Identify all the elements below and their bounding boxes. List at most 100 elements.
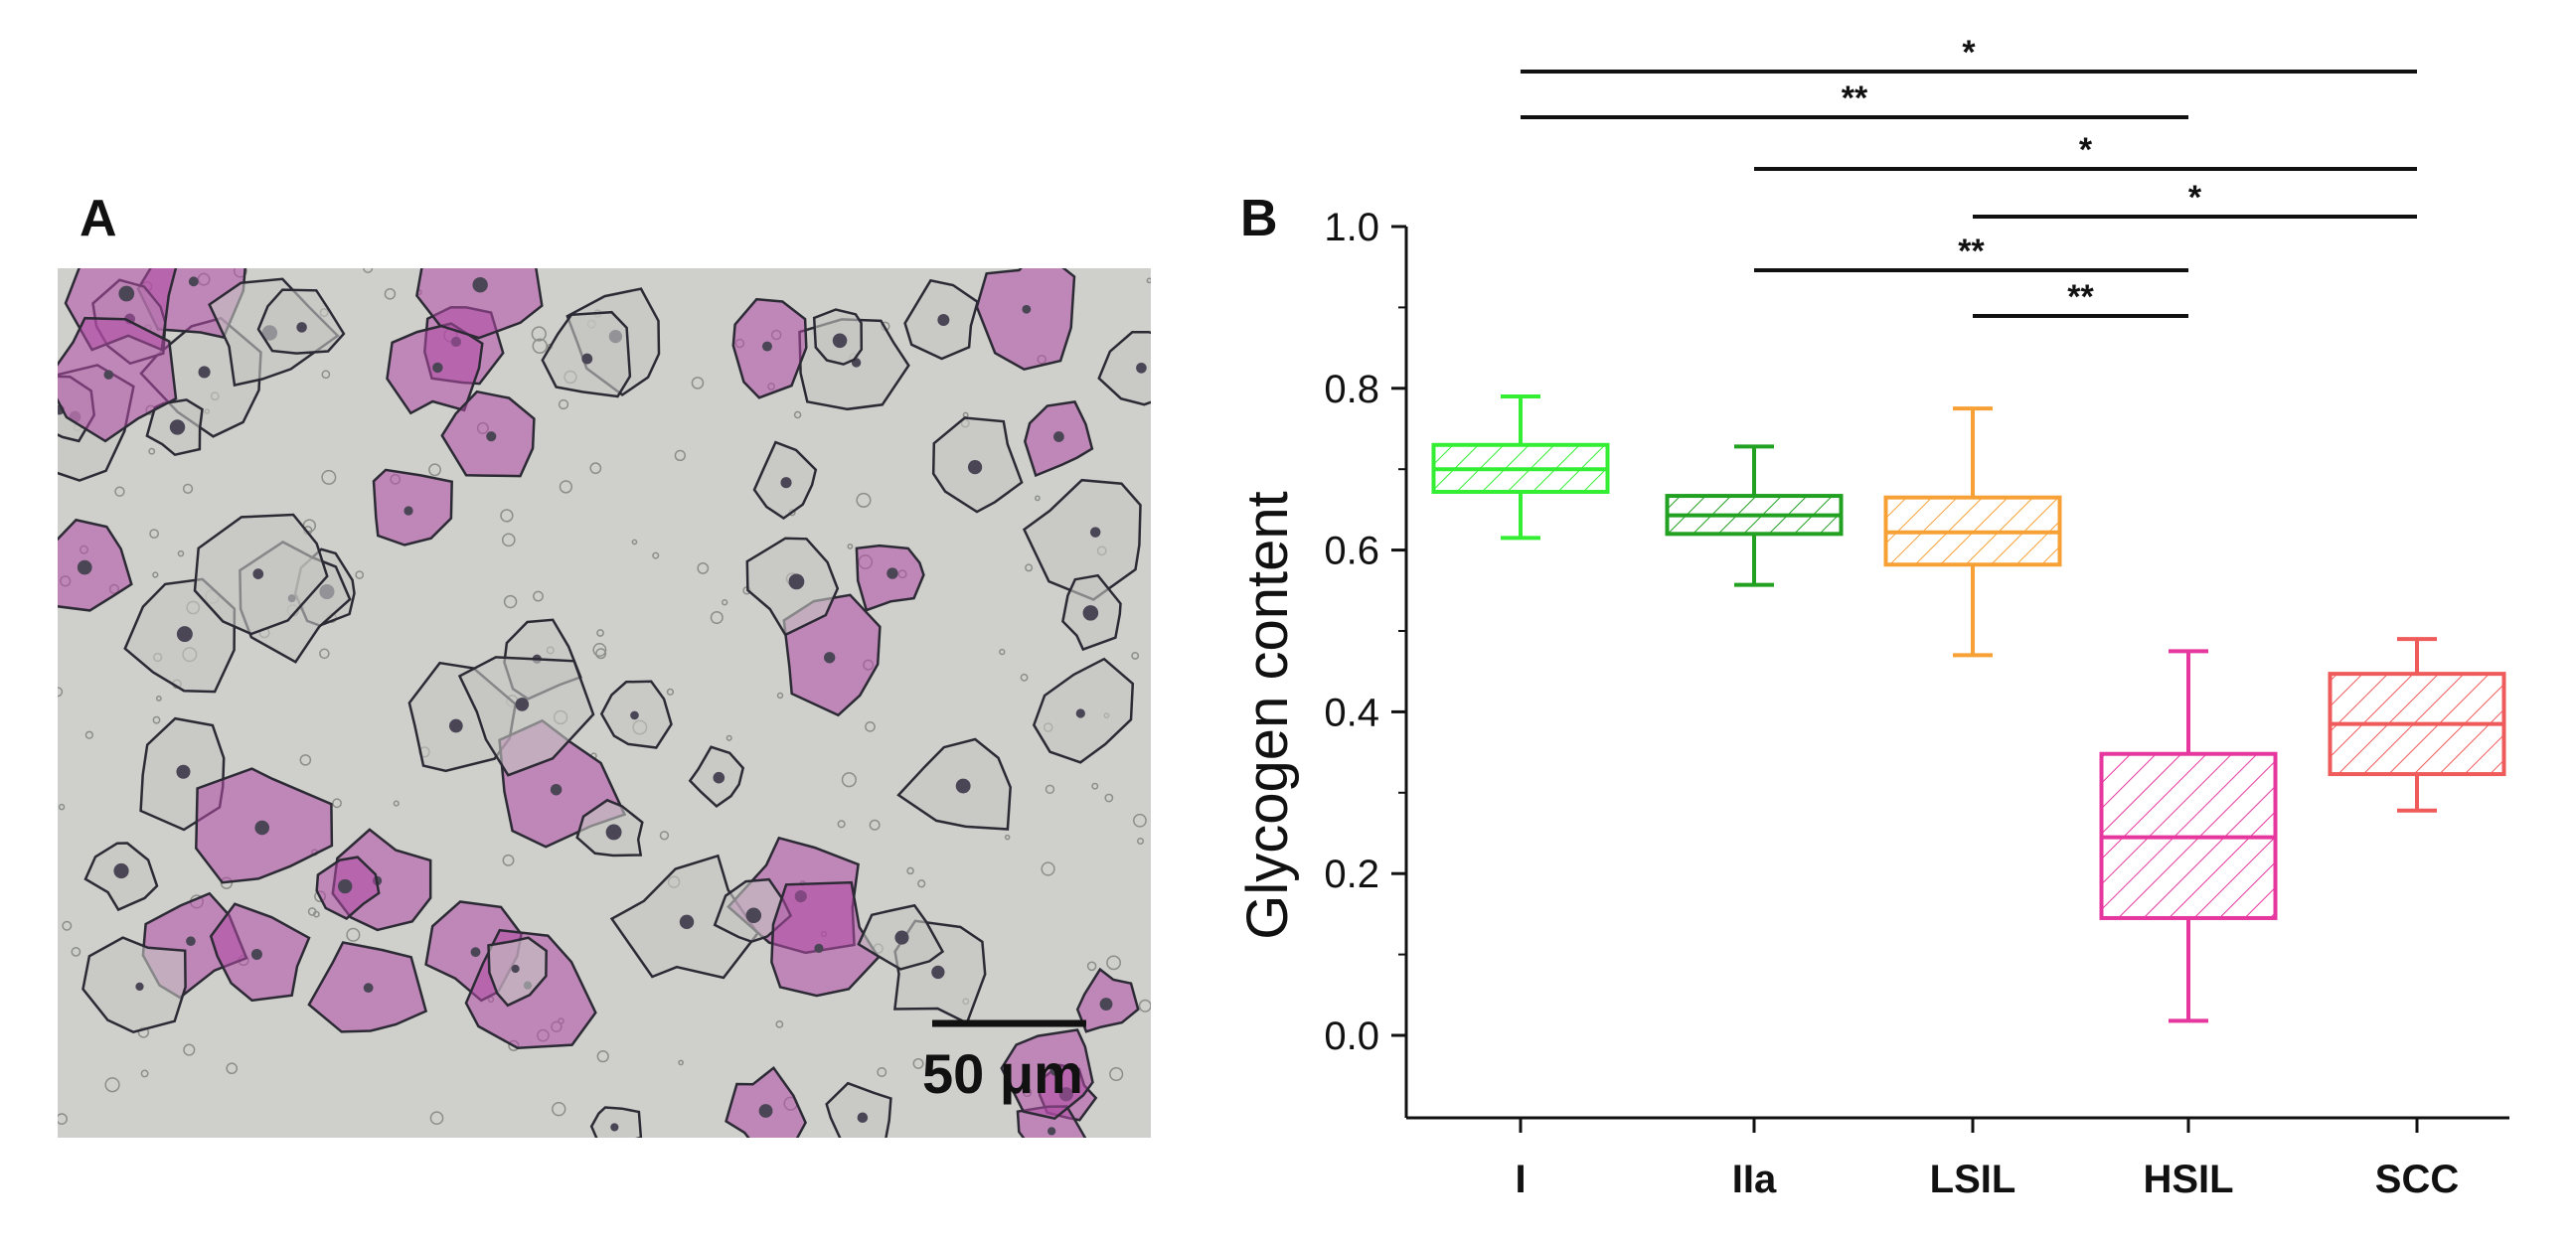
x-tick-label: IIa xyxy=(1732,1158,1777,1201)
cell-nucleus xyxy=(823,652,836,664)
debris-dot xyxy=(710,610,724,625)
epithelial-cell xyxy=(975,268,1076,372)
debris-dot xyxy=(559,480,573,494)
y-tick-label: 1.0 xyxy=(1324,206,1379,249)
cell-nucleus xyxy=(250,948,262,960)
debris-dot xyxy=(1137,837,1145,846)
debris-dot xyxy=(155,696,162,701)
significance-label: ** xyxy=(2067,278,2094,316)
cell-nucleus xyxy=(472,277,488,293)
debris-dot xyxy=(531,326,547,342)
y-ticks: 0.0 0.2 0.4 0.6 0.8 1.0 xyxy=(1324,206,1406,1058)
y-tick-label: 0.8 xyxy=(1324,368,1379,411)
significance-bracket: * xyxy=(1754,131,2417,171)
epithelial-cell xyxy=(724,1066,807,1138)
debris-dot xyxy=(841,772,857,788)
debris-dot xyxy=(659,831,670,841)
x-tick-label: LSIL xyxy=(1930,1158,2016,1201)
debris-dot xyxy=(596,1049,609,1063)
box-hsil xyxy=(2099,649,2278,1023)
cell-nucleus xyxy=(188,276,199,287)
debris-dot xyxy=(532,338,548,354)
debris-dot xyxy=(355,570,365,579)
debris-dot xyxy=(1131,652,1140,660)
debris-dot xyxy=(58,687,64,698)
cell-nucleus xyxy=(1049,1064,1061,1076)
epithelial-cell xyxy=(457,656,595,777)
debris-dot xyxy=(674,449,687,462)
cell-cluster xyxy=(58,268,1151,1138)
significance-label: * xyxy=(2079,131,2093,169)
debris-dot xyxy=(691,377,705,390)
epithelial-cell xyxy=(825,1081,892,1138)
debris-dot xyxy=(1025,563,1034,572)
cell-nucleus xyxy=(605,824,622,841)
significance-brackets: ********* xyxy=(1521,34,2417,318)
cell-nucleus xyxy=(169,419,186,435)
debris-dot xyxy=(558,398,569,410)
debris-dot xyxy=(104,1077,120,1093)
epithelial-cell xyxy=(896,737,1012,831)
debris-dot xyxy=(721,599,728,606)
cell-nucleus xyxy=(113,862,129,879)
cell-nucleus xyxy=(814,943,824,953)
cell-nucleus xyxy=(788,573,805,590)
epithelial-cell xyxy=(58,316,178,443)
x-tick-label: HSIL xyxy=(2143,1158,2233,1201)
micrograph-drawing: 50 μm xyxy=(58,268,1151,1138)
cell-nucleus xyxy=(448,718,463,733)
micrograph-image: 50 μm xyxy=(58,268,1151,1138)
y-tick-label: 0.0 xyxy=(1324,1014,1379,1058)
cell-nucleus xyxy=(894,930,909,945)
debris-dot xyxy=(725,734,732,741)
debris-dot xyxy=(384,288,397,300)
significance-label: * xyxy=(1962,34,1976,72)
y-tick-label: 0.6 xyxy=(1324,530,1379,573)
y-tick-label: 0.4 xyxy=(1324,691,1379,734)
debris-dot xyxy=(1004,834,1011,841)
significance-bracket: ** xyxy=(1521,79,2188,119)
y-axis-title: Glycogen content xyxy=(1235,491,1300,939)
debris-dot xyxy=(906,866,914,875)
cell-nucleus xyxy=(254,820,270,836)
cell-nucleus xyxy=(470,947,481,958)
significance-bracket: * xyxy=(1521,34,2417,74)
cell-nucleus xyxy=(1089,527,1101,538)
cell-nucleus xyxy=(886,567,898,579)
debris-dot xyxy=(58,1113,68,1125)
debris-dot xyxy=(319,648,330,660)
box-iia xyxy=(1665,444,1844,587)
debris-dot xyxy=(877,1066,887,1077)
debris-dot xyxy=(332,798,342,809)
debris-dot xyxy=(592,643,607,657)
cell-nucleus xyxy=(296,322,307,333)
debris-dot xyxy=(429,1111,444,1126)
cell-nucleus xyxy=(758,1104,773,1118)
cell-nucleus xyxy=(176,764,191,779)
debris-dot xyxy=(152,715,161,724)
cell-nucleus xyxy=(630,710,639,720)
debris-dot xyxy=(149,529,160,540)
debris-dot xyxy=(1146,277,1151,284)
debris-dot xyxy=(837,820,846,829)
cell-nucleus xyxy=(1099,998,1113,1011)
debris-dot xyxy=(666,688,675,696)
debris-dot xyxy=(999,648,1006,656)
debris-dot xyxy=(1106,955,1121,971)
cell-nucleus xyxy=(118,285,135,302)
debris-dot xyxy=(595,648,607,660)
debris-dot xyxy=(183,1043,196,1056)
cell-nucleus xyxy=(252,568,264,579)
epithelial-cell xyxy=(1097,330,1151,406)
debris-dot xyxy=(321,370,331,380)
epithelial-cell xyxy=(58,518,133,612)
debris-dot xyxy=(776,692,784,700)
debris-dot xyxy=(775,1019,784,1028)
significance-label: ** xyxy=(1842,79,1868,117)
cell-nucleus xyxy=(432,362,443,374)
debris-dot xyxy=(299,754,312,766)
cell-nucleus xyxy=(176,626,193,643)
significance-label: ** xyxy=(1958,233,1985,270)
